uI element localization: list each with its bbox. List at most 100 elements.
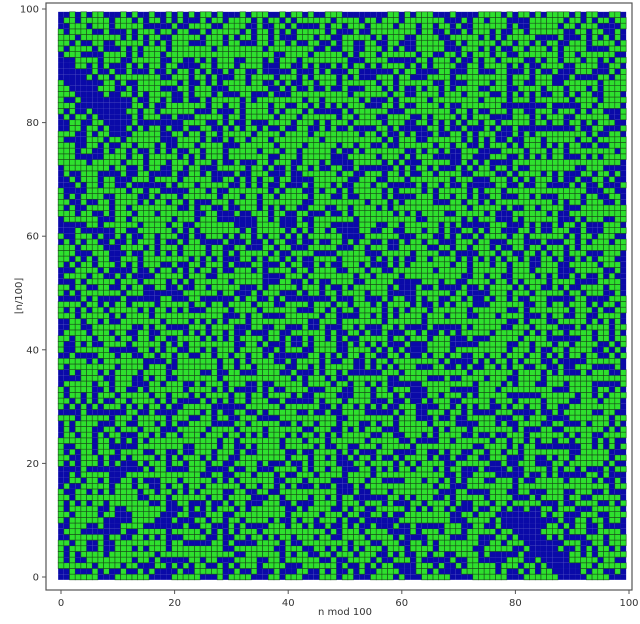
heatmap-cell: [432, 369, 440, 376]
heatmap-cell: [69, 312, 76, 319]
heatmap-cell: [546, 511, 553, 518]
heatmap-cell: [591, 517, 599, 524]
heatmap-cell: [166, 409, 172, 416]
heatmap-cell: [126, 545, 133, 552]
heatmap-cell: [211, 340, 218, 348]
heatmap-cell: [580, 397, 587, 405]
heatmap-cell: [160, 443, 167, 450]
heatmap-cell: [461, 528, 468, 535]
heatmap-cell: [364, 539, 371, 547]
heatmap-cell: [120, 375, 127, 382]
heatmap-cell: [575, 562, 581, 569]
heatmap-cell: [268, 312, 274, 319]
heatmap-cell: [404, 540, 411, 546]
heatmap-cell: [114, 551, 121, 558]
heatmap-cell: [205, 574, 212, 580]
heatmap-cell: [512, 381, 519, 387]
heatmap-cell: [120, 568, 127, 575]
heatmap-cell: [279, 306, 286, 314]
heatmap-cell: [495, 426, 502, 433]
heatmap-cell: [609, 381, 615, 387]
heatmap-cell: [177, 460, 184, 467]
heatmap-cell: [291, 392, 297, 399]
heatmap-cell: [591, 494, 599, 501]
heatmap-cell: [591, 420, 599, 427]
heatmap-cell: [313, 545, 320, 552]
heatmap-cell: [609, 369, 615, 376]
heatmap-cell: [603, 517, 610, 524]
heatmap-cell: [296, 437, 303, 444]
heatmap-cell: [364, 392, 371, 399]
heatmap-cell: [296, 443, 303, 450]
heatmap-cell: [387, 329, 394, 336]
heatmap-cell: [347, 329, 354, 336]
heatmap-cell: [472, 454, 479, 461]
heatmap-cell: [137, 534, 144, 541]
heatmap-cell: [608, 494, 616, 501]
heatmap-cell: [222, 386, 229, 393]
heatmap-cell: [500, 500, 508, 507]
heatmap-cell: [398, 528, 405, 535]
heatmap-cell: [200, 307, 206, 313]
heatmap-cell: [251, 443, 257, 450]
heatmap-cell: [534, 573, 542, 581]
heatmap-cell: [517, 539, 525, 547]
heatmap-cell: [58, 528, 64, 535]
heatmap-cell: [188, 454, 195, 461]
heatmap-cell: [580, 534, 587, 541]
heatmap-cell: [171, 545, 178, 552]
heatmap-cell: [291, 341, 297, 347]
heatmap-cell: [217, 398, 223, 404]
heatmap-cell: [444, 301, 451, 308]
heatmap-cell: [126, 551, 133, 558]
heatmap-cell: [279, 346, 286, 353]
heatmap-cell: [586, 352, 593, 359]
heatmap-cell: [91, 403, 99, 410]
heatmap-cell: [427, 506, 434, 512]
heatmap-cell: [80, 573, 87, 581]
heatmap-cell: [57, 545, 65, 552]
heatmap-cell: [143, 431, 150, 439]
heatmap-cell: [200, 500, 206, 506]
heatmap-cell: [75, 466, 81, 472]
heatmap-cell: [478, 403, 485, 410]
heatmap-cell: [188, 551, 195, 558]
heatmap-cell: [364, 494, 371, 501]
heatmap-cell: [177, 528, 184, 535]
heatmap-cell: [484, 534, 490, 541]
heatmap-cell: [557, 534, 564, 541]
heatmap-cell: [506, 346, 513, 353]
heatmap-cell: [489, 534, 496, 541]
heatmap-cell: [143, 573, 150, 581]
heatmap-cell: [438, 517, 445, 524]
heatmap-cell: [137, 301, 144, 308]
heatmap-cell: [591, 500, 599, 507]
heatmap-cell: [569, 568, 576, 575]
heatmap-cell: [228, 488, 235, 495]
heatmap-cell: [75, 415, 81, 421]
heatmap-cell: [120, 386, 127, 393]
heatmap-cell: [563, 528, 570, 535]
heatmap-cell: [273, 329, 280, 336]
heatmap-cell: [74, 437, 82, 444]
heatmap-cell: [296, 307, 303, 313]
heatmap-cell: [444, 340, 451, 348]
heatmap-cell: [563, 364, 570, 370]
heatmap-cell: [489, 414, 496, 422]
heatmap-cell: [296, 432, 303, 438]
heatmap-cell: [620, 557, 627, 563]
heatmap-cell: [103, 448, 110, 456]
heatmap-cell: [534, 346, 542, 353]
heatmap-cell: [540, 358, 547, 364]
heatmap-cell: [91, 488, 99, 495]
heatmap-cell: [546, 301, 553, 308]
heatmap-cell: [177, 340, 184, 348]
heatmap-cell: [438, 392, 445, 399]
heatmap-cell: [347, 403, 354, 410]
heatmap-cell: [74, 420, 82, 427]
heatmap-cell: [233, 517, 241, 524]
heatmap-cell: [233, 494, 241, 501]
heatmap-cell: [512, 523, 519, 529]
heatmap-cell: [392, 386, 400, 393]
heatmap-cell: [114, 443, 121, 450]
